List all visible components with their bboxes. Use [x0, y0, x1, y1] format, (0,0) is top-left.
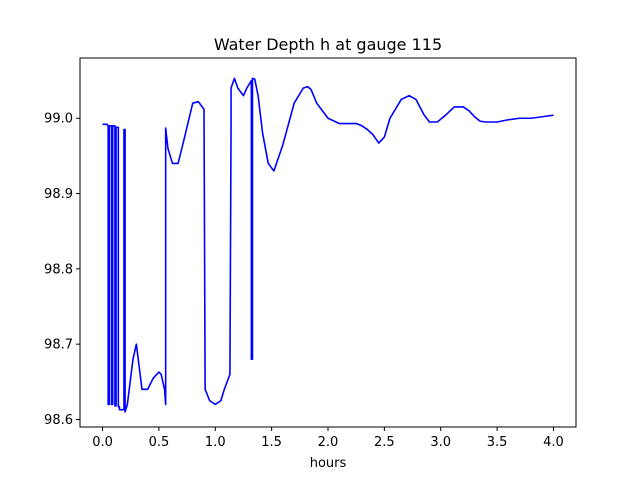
x-tick-label: 1.0	[205, 435, 226, 450]
x-tick-label: 4.0	[543, 435, 564, 450]
y-tick-label: 98.8	[44, 262, 73, 277]
y-tick-label: 98.6	[44, 413, 73, 428]
plot-frame	[79, 57, 577, 428]
x-tick-label: 1.5	[261, 435, 282, 450]
y-tick-label: 98.7	[44, 338, 73, 353]
y-tick-label: 99.0	[44, 112, 73, 127]
x-axis-label: hours	[310, 456, 347, 471]
x-tick-label: 2.5	[374, 435, 395, 450]
chart-title: Water Depth h at gauge 115	[214, 35, 442, 54]
x-tick-label: 0.0	[92, 435, 113, 450]
axis-ticks: 0.0 0.5 1.0 1.5 2.0 2.5 3.0 3.5 4.0 98.6 98.7 98.8 9…	[44, 112, 564, 450]
x-tick-label: 0.5	[149, 435, 170, 450]
x-tick-label: 3.0	[430, 435, 451, 450]
y-tick-label: 98.9	[44, 187, 73, 202]
x-tick-label: 3.5	[487, 435, 508, 450]
x-tick-label: 2.0	[318, 435, 339, 450]
series-line-0	[102, 77, 554, 413]
plot-area	[102, 77, 554, 413]
